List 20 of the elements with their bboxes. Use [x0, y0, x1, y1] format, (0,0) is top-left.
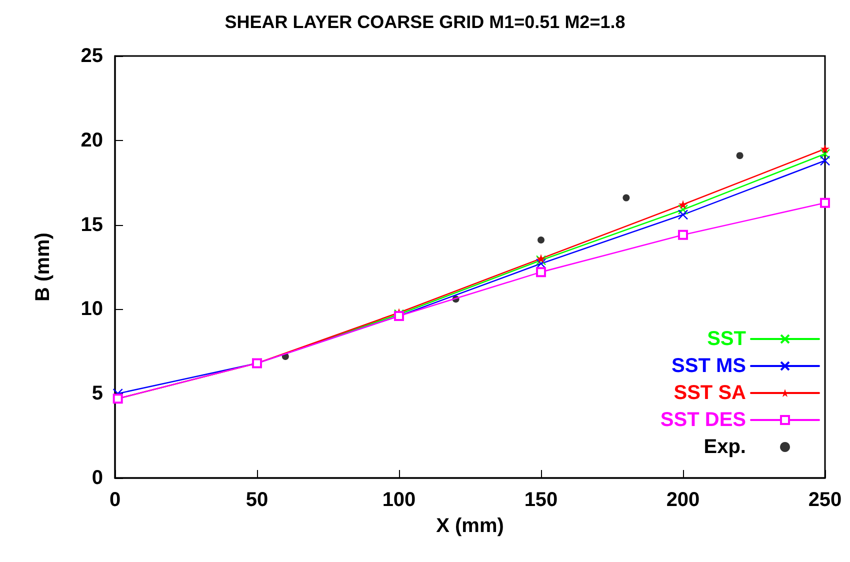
legend-label: SST — [707, 328, 746, 350]
y-axis-title: B (mm) — [32, 232, 54, 302]
x-tick-label: 150 — [524, 489, 558, 511]
x-tick-label: 0 — [109, 489, 121, 511]
y-tick-label: 5 — [92, 382, 103, 405]
x-tick-label: 250 — [808, 489, 842, 511]
y-tick-label: 10 — [80, 298, 103, 320]
legend-label: SST MS — [672, 355, 746, 377]
x-tick-label: 50 — [246, 489, 268, 511]
y-tick-label: 15 — [80, 214, 103, 236]
x-axis-title: X (mm) — [436, 515, 504, 537]
legend-label: SST DES — [660, 409, 746, 431]
y-tick-label: 0 — [92, 467, 103, 489]
x-tick-label: 200 — [666, 489, 700, 511]
x-tick-label: 100 — [382, 489, 416, 511]
y-tick-label: 25 — [80, 45, 103, 67]
legend-label: Exp. — [704, 436, 746, 458]
legend-label: SST SA — [674, 382, 746, 404]
chart-title: SHEAR LAYER COARSE GRID M1=0.51 M2=1.8 — [224, 12, 626, 32]
y-tick-label: 20 — [80, 129, 103, 152]
